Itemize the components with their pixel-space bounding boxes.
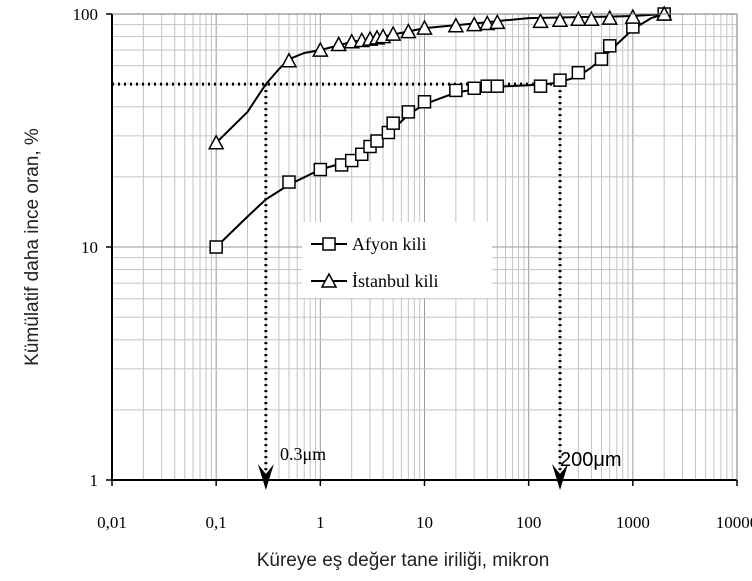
data-point-afyon	[417, 95, 432, 109]
annotation-0-3um: 0.3μm	[280, 444, 326, 464]
x-tick-label: 100	[516, 513, 542, 532]
plot-frame	[106, 13, 738, 486]
series	[207, 5, 673, 254]
data-point-istanbul	[280, 52, 298, 68]
y-tick-label: 10	[81, 238, 98, 257]
reference-arrow-icon	[257, 464, 274, 490]
data-point-istanbul	[601, 9, 618, 25]
y-axis-title: Kümülatif daha ince oran, %	[22, 128, 43, 366]
data-point-afyon	[571, 65, 586, 80]
data-point-afyon	[490, 79, 505, 93]
x-tick-label: 10	[416, 513, 433, 532]
data-point-istanbul	[384, 25, 402, 41]
data-point-afyon	[467, 81, 481, 96]
data-point-afyon	[370, 134, 384, 148]
x-tick-label: 1	[316, 513, 325, 532]
data-point-istanbul	[400, 23, 417, 39]
data-point-afyon	[602, 39, 617, 53]
data-point-istanbul	[312, 41, 329, 57]
legend-marker-istanbul	[320, 272, 338, 288]
legend-label-afyon: Afyon kili	[352, 234, 427, 254]
data-point-afyon	[533, 79, 548, 93]
x-axis-title: Küreye eş değer tane iriliği, mikron	[257, 550, 550, 571]
legend-marker-afyon	[322, 237, 336, 251]
data-point-afyon	[313, 162, 328, 177]
data-point-istanbul	[416, 19, 433, 35]
series-line-afyon	[215, 13, 665, 248]
y-tick-label: 1	[90, 471, 99, 490]
data-point-afyon	[449, 83, 463, 98]
data-point-istanbul	[532, 12, 549, 29]
annotation-200um: 200μm	[560, 449, 622, 471]
reference-arrow-icon	[552, 464, 569, 490]
data-point-istanbul	[489, 13, 506, 30]
x-tick-label: 1000	[616, 513, 650, 532]
data-point-istanbul	[624, 8, 642, 24]
data-point-istanbul	[583, 10, 600, 26]
data-point-afyon	[209, 240, 223, 254]
series-line-istanbul	[215, 13, 665, 144]
x-tick-label: 0,01	[97, 513, 127, 532]
data-point-istanbul	[207, 134, 225, 150]
data-point-afyon	[401, 105, 416, 119]
data-point-istanbul	[551, 11, 569, 28]
data-point-istanbul	[447, 17, 465, 33]
tick-labels: 0,01 0,1 1 10 100 1000 10000 1 10 100	[73, 5, 752, 532]
x-tick-label: 0,1	[206, 513, 227, 532]
data-point-afyon	[553, 73, 567, 87]
legend: Afyon kili İstanbul kili	[302, 222, 492, 298]
data-point-afyon	[594, 52, 609, 66]
legend-label-istanbul: İstanbul kili	[352, 271, 439, 291]
data-point-istanbul	[465, 16, 483, 32]
data-point-afyon	[282, 175, 296, 189]
data-point-istanbul	[330, 35, 347, 52]
x-tick-label: 10000	[716, 513, 752, 532]
y-tick-label: 100	[73, 5, 99, 24]
data-point-istanbul	[570, 10, 587, 26]
data-point-afyon	[386, 116, 400, 130]
